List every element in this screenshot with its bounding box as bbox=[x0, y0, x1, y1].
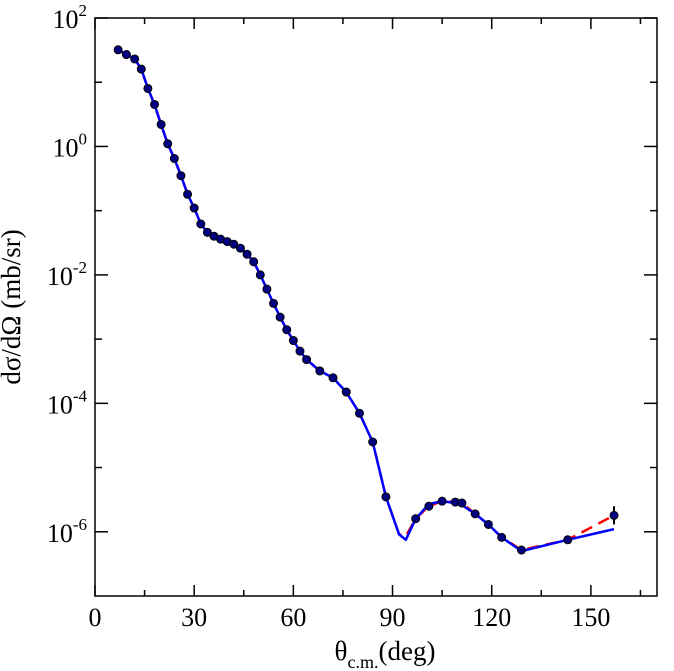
data-point bbox=[282, 325, 292, 335]
data-point bbox=[255, 270, 265, 280]
data-point bbox=[288, 336, 298, 346]
axes-layer: 0 30 60 90 120 150 102 100 10-2 10-4 10-6 θc.m.(deg… bbox=[0, 1, 658, 671]
y-tick-label: 10-4 bbox=[47, 386, 88, 419]
data-point bbox=[381, 492, 391, 502]
data-point bbox=[368, 437, 378, 447]
data-point bbox=[229, 239, 239, 249]
data-point bbox=[176, 171, 186, 181]
x-tick-label: 120 bbox=[472, 603, 511, 632]
data-point bbox=[354, 408, 364, 418]
data-point bbox=[113, 45, 123, 55]
data-point bbox=[341, 387, 351, 397]
data-point bbox=[437, 496, 447, 506]
x-tick-label: 90 bbox=[380, 603, 406, 632]
data-point bbox=[295, 346, 305, 356]
series-layer bbox=[113, 45, 619, 555]
y-tick-label: 100 bbox=[53, 129, 88, 162]
data-point bbox=[202, 227, 212, 237]
data-point bbox=[189, 203, 199, 213]
data-point bbox=[497, 532, 507, 542]
data-point bbox=[169, 153, 179, 163]
data-point bbox=[143, 83, 153, 93]
data-point bbox=[483, 519, 493, 529]
x-tick-label: 60 bbox=[280, 603, 306, 632]
dashed-red-line bbox=[117, 48, 615, 552]
data-point bbox=[328, 373, 338, 383]
data-point bbox=[163, 139, 173, 149]
data-point bbox=[457, 498, 467, 508]
data-point bbox=[196, 219, 206, 229]
data-point bbox=[156, 119, 166, 129]
data-point bbox=[121, 50, 131, 60]
data-point bbox=[242, 249, 252, 259]
plot-frame bbox=[94, 17, 658, 597]
x-tick-label: 30 bbox=[181, 603, 207, 632]
data-point bbox=[470, 509, 480, 519]
y-tick-label: 10-6 bbox=[47, 515, 87, 548]
y-tick-label: 102 bbox=[53, 1, 88, 34]
data-point bbox=[516, 545, 526, 555]
data-point bbox=[136, 64, 146, 74]
solid-blue-line bbox=[117, 48, 615, 553]
data-point bbox=[130, 54, 140, 64]
data-point bbox=[315, 366, 325, 376]
data-point bbox=[302, 355, 312, 365]
x-tick-label: 0 bbox=[89, 603, 102, 632]
x-tick-label: 150 bbox=[571, 603, 610, 632]
data-point bbox=[150, 99, 160, 109]
data-point bbox=[249, 257, 259, 267]
data-point bbox=[411, 514, 421, 524]
data-point bbox=[183, 189, 193, 199]
y-axis-title: dσ/dΩ (mb/sr) bbox=[0, 229, 26, 384]
data-point bbox=[262, 284, 272, 294]
data-point bbox=[269, 298, 279, 308]
data-point bbox=[424, 501, 434, 511]
data-point bbox=[609, 510, 619, 520]
x-axis-title: θc.m.(deg) bbox=[335, 636, 436, 671]
y-tick-label: 10-2 bbox=[47, 258, 87, 291]
data-point bbox=[563, 535, 573, 545]
data-point bbox=[235, 243, 245, 253]
data-point bbox=[275, 312, 285, 322]
